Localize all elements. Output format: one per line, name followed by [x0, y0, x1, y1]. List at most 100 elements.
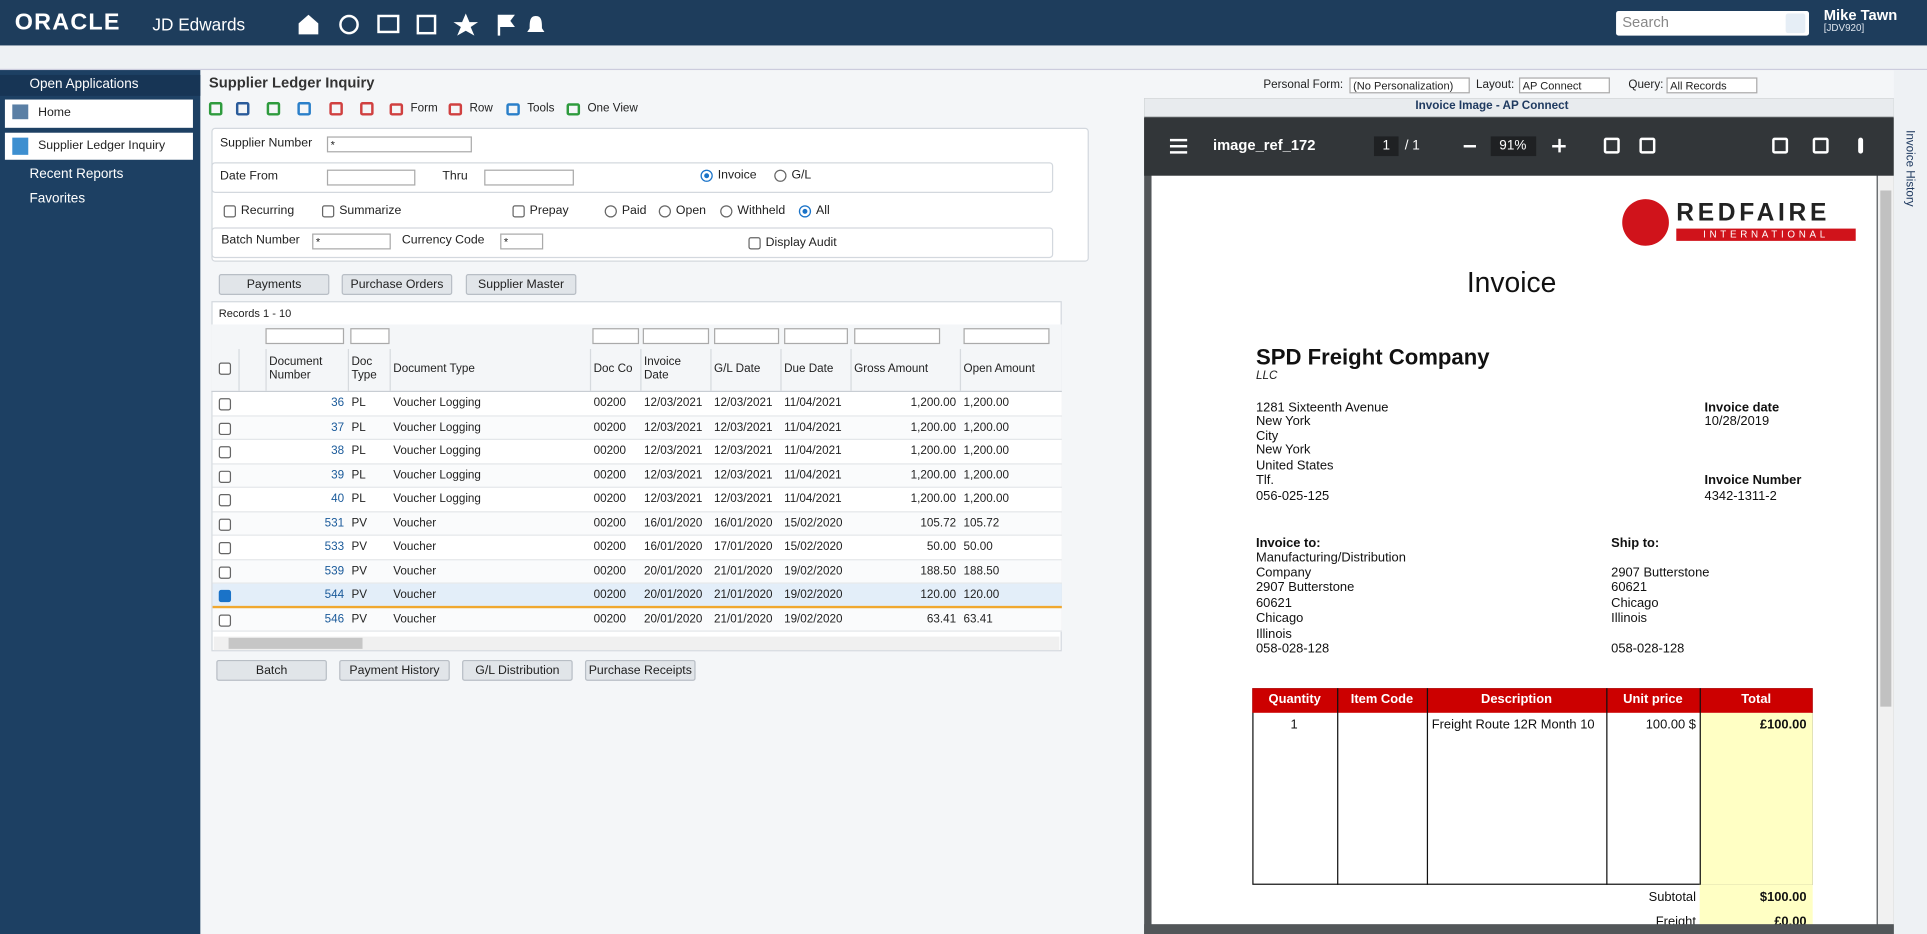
input-value[interactable]: *	[504, 236, 508, 249]
column-header[interactable]: Doc Co	[594, 363, 637, 376]
home-icon[interactable]	[299, 15, 319, 35]
sidebar-heading[interactable]: Recent Reports	[29, 167, 123, 183]
viewer-button[interactable]	[1639, 138, 1655, 154]
toolbar-icon[interactable]	[449, 103, 463, 115]
dropdown-value[interactable]: All Records	[1670, 80, 1727, 93]
flag-icon[interactable]	[499, 15, 513, 36]
toolbar-button[interactable]: One View	[587, 103, 637, 116]
home-item[interactable]	[5, 100, 193, 128]
radio[interactable]	[605, 205, 617, 217]
toolbar-icon[interactable]	[297, 102, 311, 116]
column-header[interactable]: Document Type	[393, 363, 586, 376]
radio-label[interactable]: All	[816, 204, 830, 218]
grid-cell[interactable]: 37	[331, 422, 344, 435]
filter-input[interactable]	[643, 328, 709, 344]
column-header[interactable]: Gross Amount	[854, 363, 956, 376]
checkbox[interactable]	[219, 518, 231, 530]
toolbar-icon[interactable]	[567, 103, 581, 115]
filter-input[interactable]	[784, 328, 848, 344]
sidebar-item[interactable]: Home	[38, 106, 71, 120]
radio-label[interactable]: Invoice	[718, 169, 757, 183]
favorite-icon[interactable]	[453, 14, 478, 36]
sidebar-item[interactable]: Supplier Ledger Inquiry	[38, 139, 165, 153]
filter-input[interactable]	[714, 328, 779, 344]
toolbar-button[interactable]: Tools	[527, 103, 554, 116]
dropdown-value[interactable]: AP Connect	[1523, 80, 1582, 93]
checkbox[interactable]	[219, 590, 231, 602]
edit-icon[interactable]	[418, 16, 435, 33]
viewer-button[interactable]	[1604, 138, 1620, 154]
input-value[interactable]: *	[331, 139, 335, 152]
grid-cell[interactable]: 531	[325, 517, 344, 530]
recent-icon[interactable]	[340, 16, 357, 33]
bell-icon[interactable]	[527, 16, 544, 32]
checkbox[interactable]	[219, 422, 231, 434]
input[interactable]	[327, 136, 472, 152]
button-label[interactable]: Purchase Orders	[351, 278, 444, 292]
filter-input[interactable]	[854, 328, 940, 344]
column-header[interactable]: G/L Date	[714, 363, 777, 376]
toolbar-icon[interactable]	[329, 102, 343, 116]
grid-cell[interactable]: 544	[325, 589, 344, 602]
column-header[interactable]: Due Date	[784, 363, 847, 376]
checkbox[interactable]	[322, 205, 334, 217]
dropdown-value[interactable]: (No Personalization)	[1353, 80, 1453, 93]
h-scroll-thumb[interactable]	[229, 638, 363, 649]
filter-input[interactable]	[350, 328, 389, 344]
checkbox[interactable]	[224, 205, 236, 217]
button-label[interactable]: Batch	[256, 664, 287, 678]
search-button[interactable]	[1786, 14, 1806, 34]
input[interactable]	[484, 170, 574, 186]
button-label[interactable]: Supplier Master	[478, 278, 564, 292]
viewer-button[interactable]	[1858, 138, 1863, 154]
radio[interactable]	[659, 205, 671, 217]
checkbox[interactable]	[512, 205, 524, 217]
zoom-out[interactable]	[1464, 145, 1476, 147]
viewer-button[interactable]	[1772, 138, 1788, 154]
chart-icon[interactable]	[379, 16, 399, 32]
menu-icon[interactable]	[1170, 139, 1187, 141]
checkbox[interactable]	[219, 470, 231, 482]
checkbox[interactable]	[219, 566, 231, 578]
grid-cell[interactable]: 533	[325, 541, 344, 554]
menu-icon[interactable]	[1170, 151, 1187, 153]
radio[interactable]	[720, 205, 732, 217]
toolbar-icon[interactable]	[360, 102, 374, 116]
input[interactable]	[327, 170, 415, 186]
checkbox[interactable]	[219, 494, 231, 506]
column-header[interactable]: Invoice Date	[644, 356, 707, 383]
button-label[interactable]: Payment History	[349, 664, 439, 678]
radio-label[interactable]: Open	[676, 204, 706, 218]
grid-cell[interactable]: 38	[331, 446, 344, 459]
checkbox[interactable]	[219, 542, 231, 554]
zoom-in[interactable]	[1558, 139, 1560, 153]
toolbar-icon[interactable]	[506, 103, 520, 115]
filter-input[interactable]	[592, 328, 639, 344]
column-header[interactable]: Doc Type	[351, 356, 385, 383]
button-label[interactable]: Purchase Receipts	[589, 664, 692, 678]
radio[interactable]	[774, 170, 786, 182]
toolbar-icon[interactable]	[236, 102, 250, 116]
checkbox[interactable]	[219, 614, 231, 626]
checkbox[interactable]	[219, 363, 231, 375]
toolbar-icon[interactable]	[209, 102, 223, 116]
search-placeholder[interactable]: Search	[1622, 15, 1669, 32]
checkbox-label[interactable]: Recurring	[241, 204, 294, 218]
sidebar-heading[interactable]: Favorites	[29, 191, 85, 207]
grid-cell[interactable]: 546	[325, 613, 344, 626]
checkbox[interactable]	[219, 446, 231, 458]
toolbar-icon[interactable]	[267, 102, 281, 116]
radio-label[interactable]: Withheld	[737, 204, 785, 218]
checkbox-label[interactable]: Summarize	[339, 204, 401, 218]
input-value[interactable]: *	[316, 236, 320, 249]
radio[interactable]	[799, 205, 811, 217]
side-tab[interactable]: Invoice History	[1902, 130, 1915, 207]
toolbar-button[interactable]: Form	[410, 103, 437, 116]
checkbox-label[interactable]: Prepay	[530, 204, 569, 218]
grid-cell[interactable]: 539	[325, 565, 344, 578]
grid-cell[interactable]: 36	[331, 398, 344, 411]
input[interactable]	[312, 234, 391, 250]
radio-label[interactable]: Paid	[622, 204, 647, 218]
checkbox-label[interactable]: Display Audit	[766, 236, 837, 250]
toolbar-button[interactable]: Row	[469, 103, 492, 116]
